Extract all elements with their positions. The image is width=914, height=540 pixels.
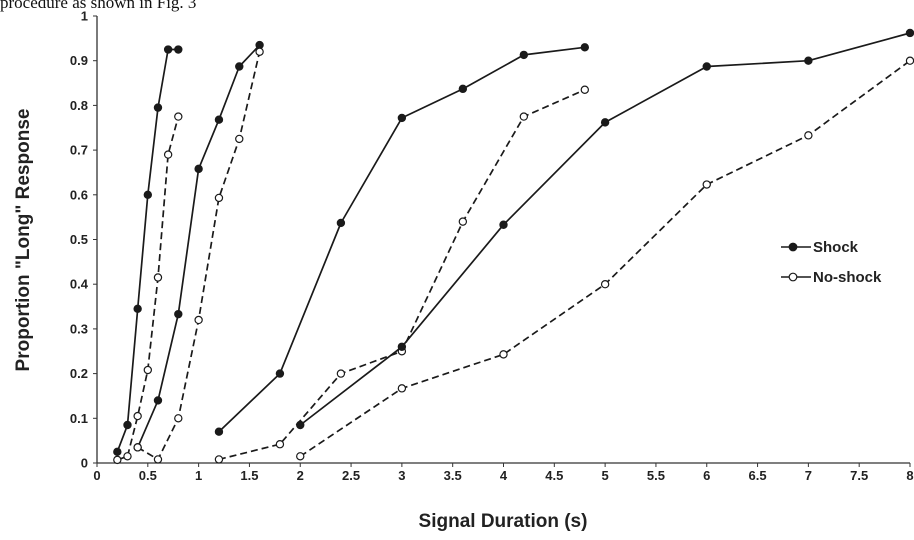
- no-shock-point: [600, 280, 610, 289]
- shock-point: [174, 309, 183, 319]
- x-tick-label: 7: [805, 468, 812, 483]
- no-shock-point: [174, 112, 183, 121]
- y-tick-label: 1: [81, 9, 88, 24]
- shock-line-4: [299, 32, 911, 426]
- x-tick-label: 3: [398, 468, 405, 483]
- x-axis-title: Signal Duration (s): [419, 511, 588, 532]
- shock-point: [133, 304, 142, 313]
- shock-point: [123, 420, 132, 430]
- shock-point: [194, 164, 203, 174]
- shock-point: [275, 369, 285, 378]
- y-axis-ticks: 0 0.1 0.2 0.3 0.4 0.5 0.6 0.7 0.8 0.9 1: [70, 9, 97, 471]
- x-tick-label: 0.5: [139, 468, 157, 483]
- no-shock-point: [235, 134, 244, 144]
- chart-legend: Shock No-shock: [781, 239, 882, 286]
- y-tick-label: 0.5: [70, 232, 88, 247]
- no-shock-point: [194, 315, 203, 325]
- y-tick-label: 0: [81, 456, 88, 471]
- x-axis-ticks: 0 0.5 1 1.5 2 2.5 3 3.5 4 4.5 5 5.5 6 6.5 7 7.5 8: [93, 463, 914, 483]
- shock-line-3: [218, 46, 585, 433]
- no-shock-point: [336, 369, 346, 378]
- y-tick-label: 0.3: [70, 321, 88, 336]
- shock-point: [174, 45, 183, 54]
- y-tick-label: 0.7: [70, 143, 88, 158]
- series-markers: [113, 28, 914, 465]
- no-shock-point: [702, 180, 711, 189]
- x-tick-label: 2: [297, 468, 304, 483]
- y-tick-label: 0.6: [70, 187, 88, 202]
- y-tick-label: 0.9: [70, 53, 88, 68]
- x-tick-label: 8: [906, 468, 913, 483]
- no-shock-line-3: [218, 89, 586, 461]
- no-shock-point: [499, 350, 508, 359]
- shock-point: [499, 220, 508, 229]
- x-tick-label: 6: [703, 468, 710, 483]
- no-shock-point: [113, 455, 122, 465]
- chart-axes: [96, 16, 910, 464]
- shock-point: [296, 420, 305, 430]
- no-shock-point: [296, 452, 305, 461]
- x-tick-label: 4: [500, 468, 508, 483]
- no-shock-point: [397, 384, 407, 393]
- x-tick-label: 6.5: [749, 468, 767, 483]
- y-tick-label: 0.8: [70, 98, 88, 113]
- x-tick-label: 1: [195, 468, 202, 483]
- shock-point: [804, 56, 813, 65]
- no-shock-line-1: [117, 116, 180, 461]
- legend-shock-marker: [788, 242, 798, 252]
- no-shock-point: [133, 411, 142, 421]
- no-shock-point: [275, 440, 285, 449]
- legend-noshock-marker: [788, 272, 798, 282]
- shock-point: [600, 118, 610, 127]
- shock-point: [214, 115, 224, 124]
- no-shock-point: [519, 112, 529, 121]
- legend-shock-label: Shock: [813, 239, 859, 256]
- y-axis-title: Proportion "Long" Response: [13, 109, 34, 372]
- no-shock-point: [804, 131, 813, 140]
- x-tick-label: 1.5: [240, 468, 258, 483]
- y-tick-label: 0.4: [70, 277, 89, 292]
- shock-point: [458, 84, 468, 94]
- x-tick-label: 3.5: [444, 468, 462, 483]
- no-shock-point: [458, 217, 468, 226]
- page-text-fragment: procedure as shown in Fig. 3: [0, 0, 197, 12]
- shock-point: [153, 396, 163, 405]
- shock-point: [905, 28, 914, 38]
- shock-point: [397, 113, 407, 123]
- x-tick-label: 2.5: [342, 468, 360, 483]
- no-shock-point: [905, 56, 914, 65]
- x-tick-label: 4.5: [545, 468, 563, 483]
- no-shock-point: [133, 443, 142, 452]
- no-shock-point: [214, 193, 224, 203]
- shock-point: [336, 218, 346, 228]
- x-tick-label: 5.5: [647, 468, 665, 483]
- y-tick-label: 0.2: [70, 366, 88, 381]
- y-tick-label: 0.1: [70, 411, 88, 426]
- no-shock-point: [163, 150, 173, 159]
- shock-point: [397, 342, 407, 351]
- no-shock-point: [255, 47, 264, 56]
- no-shock-point: [174, 414, 183, 423]
- no-shock-point: [580, 85, 590, 94]
- no-shock-point: [123, 452, 132, 461]
- shock-point: [214, 427, 224, 436]
- no-shock-point: [153, 273, 163, 282]
- no-shock-point: [153, 455, 163, 464]
- shock-point: [113, 447, 122, 457]
- shock-point: [702, 62, 711, 71]
- shock-point: [153, 103, 163, 112]
- legend-noshock-label: No-shock: [813, 269, 882, 286]
- no-shock-point: [214, 455, 224, 464]
- shock-point: [235, 62, 244, 71]
- shock-point: [519, 50, 529, 60]
- x-tick-label: 5: [602, 468, 609, 483]
- no-shock-point: [143, 365, 153, 375]
- x-tick-label: 7.5: [850, 468, 868, 483]
- x-tick-label: 0: [93, 468, 100, 483]
- shock-line-1: [116, 48, 179, 453]
- shock-point: [580, 43, 590, 52]
- shock-point: [143, 190, 153, 199]
- shock-point: [163, 45, 173, 54]
